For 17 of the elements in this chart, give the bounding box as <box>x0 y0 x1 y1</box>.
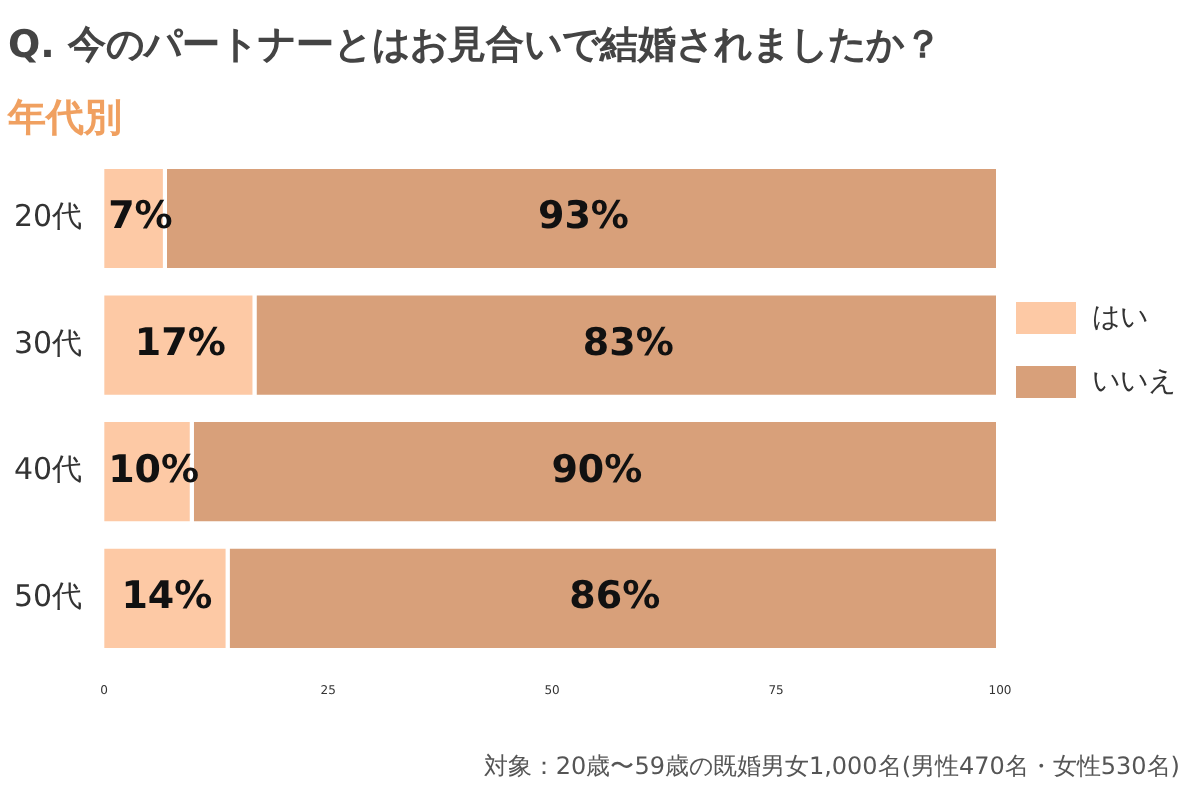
data-label: 83% <box>582 320 674 365</box>
data-label: 10% <box>108 447 200 492</box>
legend-label: はい <box>1092 300 1148 336</box>
data-label: 7% <box>108 194 173 239</box>
y-tick-label: 50代 <box>13 578 83 615</box>
chart-title: Q. 今のパートナーとはお見合いで結婚されましたか？ <box>8 22 942 67</box>
y-tick-label: 20代 <box>13 198 83 235</box>
text: 対象：20歳〜59歳の既婚男女1,000名(男性470名・女性530名) <box>483 752 1180 781</box>
data-label: 90% <box>551 447 643 492</box>
data-label: 93% <box>537 194 629 239</box>
y-tick-label: 40代 <box>13 451 83 488</box>
data-label: 17% <box>134 320 226 365</box>
legend-label: いいえ <box>1092 364 1176 400</box>
data-label: 86% <box>569 574 661 619</box>
y-tick-label: 30代 <box>13 324 83 361</box>
chart-subtitle: 年代別 <box>6 96 122 141</box>
data-label: 14% <box>121 574 213 619</box>
